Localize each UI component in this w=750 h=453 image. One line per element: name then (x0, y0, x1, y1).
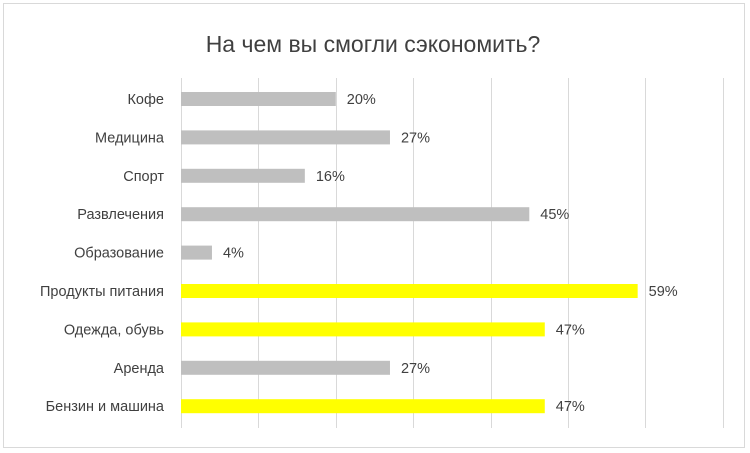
bar (181, 399, 545, 414)
value-label: 20% (347, 92, 376, 108)
chart-title: На чем вы смогли сэкономить? (206, 31, 541, 57)
category-label: Образование (74, 246, 164, 262)
value-label: 59% (649, 284, 678, 300)
category-label: Аренда (114, 361, 165, 377)
bar (181, 322, 545, 337)
category-label: Развлечения (77, 207, 164, 223)
bar (181, 284, 638, 298)
value-label: 16% (316, 169, 345, 185)
bar (181, 360, 390, 375)
value-label: 27% (401, 361, 430, 377)
bars (181, 92, 638, 414)
value-label: 47% (556, 399, 585, 415)
category-label: Спорт (123, 169, 164, 185)
category-label: Кофе (127, 92, 164, 108)
category-labels: Кофе Медицина Спорт Развлечения Образование П… (40, 92, 165, 415)
bar (181, 207, 530, 222)
bar (181, 245, 212, 260)
value-label: 27% (401, 130, 430, 146)
value-label: 47% (556, 322, 585, 338)
bar (181, 168, 305, 183)
category-label: Продукты питания (40, 284, 164, 300)
bar (181, 130, 390, 145)
value-labels: 20% 27% 16% 45% 4% 59% 47% 27% 47% (223, 92, 678, 415)
category-label: Одежда, обувь (64, 322, 164, 338)
value-label: 4% (223, 246, 244, 262)
bar (181, 92, 336, 106)
category-label: Бензин и машина (46, 399, 165, 415)
category-label: Медицина (95, 130, 165, 146)
value-label: 45% (540, 207, 569, 223)
